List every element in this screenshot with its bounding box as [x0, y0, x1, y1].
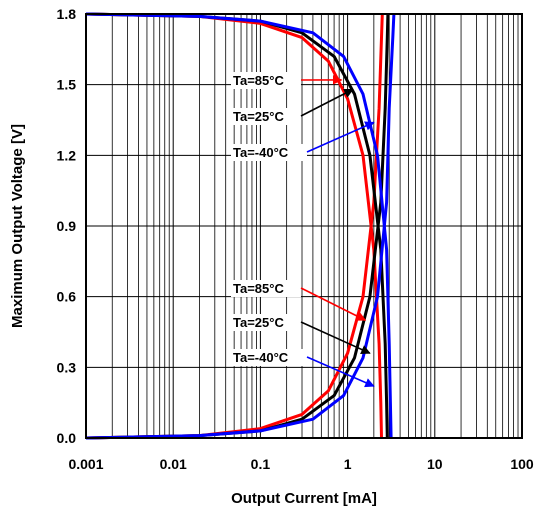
x-tick-label: 0.1	[251, 456, 271, 472]
x-tick-label: 0.001	[68, 456, 103, 472]
x-axis-title: Output Current [mA]	[231, 490, 377, 507]
y-tick-label: 0.0	[57, 430, 77, 446]
annotation-label: Ta=-40°C	[233, 145, 289, 160]
y-tick-label: 0.3	[57, 359, 77, 375]
y-axis-title: Maximum Output Voltage [V]	[9, 124, 26, 328]
y-tick-label: 0.9	[57, 218, 77, 234]
y-tick-label: 1.2	[57, 147, 77, 163]
y-tick-label: 0.6	[57, 289, 77, 305]
x-tick-label: 0.01	[160, 456, 187, 472]
x-tick-label: 10	[427, 456, 443, 472]
annotation-label: Ta=85°C	[233, 281, 284, 296]
x-tick-label: 1	[344, 456, 352, 472]
y-tick-label: 1.8	[57, 6, 77, 22]
annotation-label: Ta=25°C	[233, 109, 284, 124]
x-tick-label: 100	[510, 456, 534, 472]
annotation-label: Ta=85°C	[233, 73, 284, 88]
annotation-label: Ta=25°C	[233, 315, 284, 330]
annotation-label: Ta=-40°C	[233, 350, 289, 365]
y-tick-label: 1.5	[57, 77, 77, 93]
